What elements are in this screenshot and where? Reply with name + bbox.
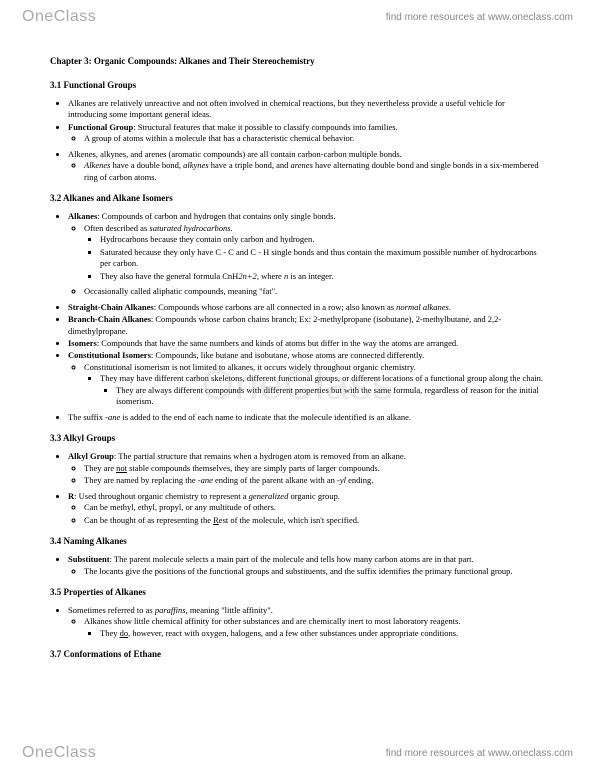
- list-item: Often described as saturated hydrocarbon…: [84, 223, 545, 282]
- list-item: They may have different carbon skeletons…: [100, 373, 545, 407]
- list-item: Alkenes have a double bond, alkynes have…: [84, 160, 545, 183]
- list-item: Isomers: Compounds that have the same nu…: [68, 338, 545, 349]
- section-3-1-list: Alkanes are relatively unreactive and no…: [50, 98, 545, 183]
- chapter-title: Chapter 3: Organic Compounds: Alkanes an…: [50, 56, 545, 66]
- list-item: They are always different compounds with…: [116, 385, 545, 408]
- list-item: They do, however, react with oxygen, hal…: [100, 628, 545, 639]
- brand-part2: Class: [54, 8, 97, 25]
- list-item: Alkenes, alkynes, and arenes (aromatic c…: [68, 149, 545, 183]
- section-3-2-title: 3.2 Alkanes and Alkane Isomers: [50, 193, 545, 203]
- list-item: Substituent: The parent molecule selects…: [68, 554, 545, 577]
- list-item: The locants give the positions of the fu…: [84, 566, 545, 577]
- section-3-2-list: Alkanes: Compounds of carbon and hydroge…: [50, 211, 545, 423]
- section-3-3-title: 3.3 Alkyl Groups: [50, 433, 545, 443]
- footer-brand-logo: OneClass: [22, 744, 96, 762]
- brand-logo: OneClass: [22, 8, 96, 26]
- list-item: They also have the general formula CnH2n…: [100, 271, 545, 282]
- list-item: Functional Group: Structural features th…: [68, 122, 545, 145]
- list-item: The suffix -ane is added to the end of e…: [68, 412, 545, 423]
- page-footer: OneClass find more resources at www.onec…: [0, 736, 595, 770]
- list-item: A group of atoms within a molecule that …: [84, 133, 545, 144]
- section-3-5-title: 3.5 Properties of Alkanes: [50, 587, 545, 597]
- list-item: Alkanes are relatively unreactive and no…: [68, 98, 545, 121]
- section-3-1-title: 3.1 Functional Groups: [50, 80, 545, 90]
- list-item: Saturated because they only have C - C a…: [100, 247, 545, 270]
- list-item: They are not stable compounds themselves…: [84, 463, 545, 474]
- list-item: R: Used throughout organic chemistry to …: [68, 491, 545, 526]
- list-item: Occasionally called aliphatic compounds,…: [84, 286, 545, 297]
- list-item: Alkanes show little chemical affinity fo…: [84, 616, 545, 639]
- page-header: OneClass find more resources at www.onec…: [0, 0, 595, 34]
- list-item: Can be methyl, ethyl, propyl, or any mul…: [84, 502, 545, 513]
- section-3-4-list: Substituent: The parent molecule selects…: [50, 554, 545, 577]
- section-3-4-title: 3.4 Naming Alkanes: [50, 536, 545, 546]
- header-findmore: find more resources at www.oneclass.com: [386, 12, 573, 23]
- section-3-5-list: Sometimes referred to as paraffins, mean…: [50, 605, 545, 639]
- list-item: Straight-Chain Alkanes: Compounds whose …: [68, 302, 545, 313]
- list-item: They are named by replacing the -ane end…: [84, 475, 545, 486]
- section-3-3-list: Alkyl Group: The partial structure that …: [50, 451, 545, 526]
- list-item: Hydrocarbons because they contain only c…: [100, 234, 545, 245]
- brand-part1: One: [22, 8, 54, 25]
- list-item: Can be thought of as representing the Re…: [84, 515, 545, 526]
- section-3-7-title: 3.7 Conformations of Ethane: [50, 649, 545, 659]
- list-item: Sometimes referred to as paraffins, mean…: [68, 605, 545, 639]
- list-item: Branch-Chain Alkanes: Compounds whose ca…: [68, 314, 545, 337]
- list-item: Alkanes: Compounds of carbon and hydroge…: [68, 211, 545, 297]
- document-body: Chapter 3: Organic Compounds: Alkanes an…: [0, 34, 595, 677]
- list-item: Constitutional isomerism is not limited …: [84, 362, 545, 408]
- list-item: Alkyl Group: The partial structure that …: [68, 451, 545, 486]
- footer-findmore: find more resources at www.oneclass.com: [386, 748, 573, 759]
- list-item: Constitutional Isomers: Compounds, like …: [68, 350, 545, 407]
